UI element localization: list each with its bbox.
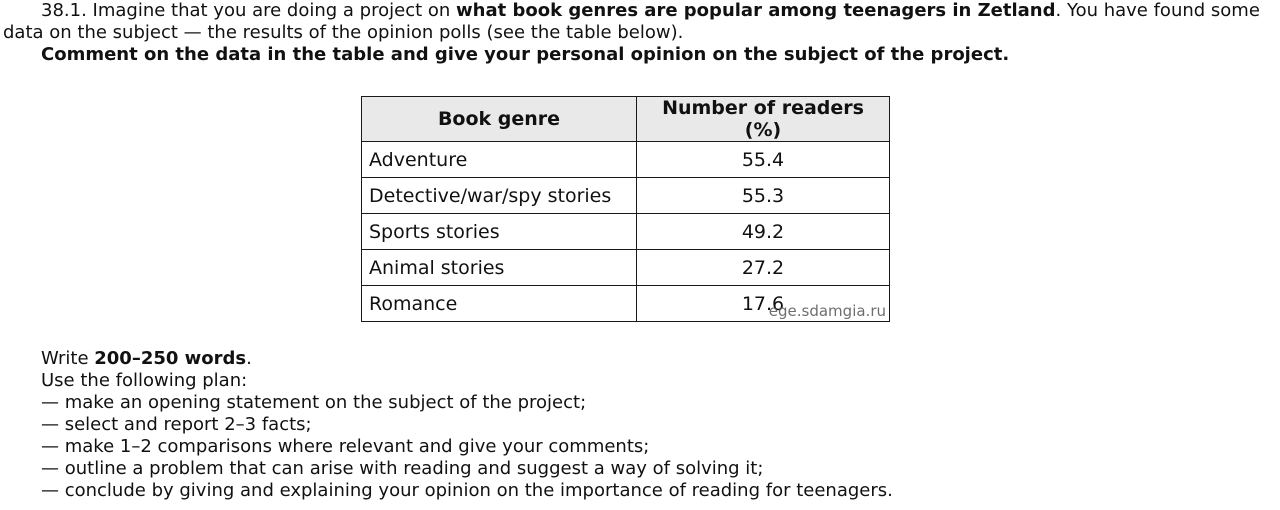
word-count-line: Write 200–250 words. — [41, 348, 893, 370]
writing-plan: Write 200–250 words. Use the following p… — [41, 348, 893, 502]
column-header-genre: Book genre — [361, 96, 637, 142]
plan-item: — select and report 2–3 facts; — [41, 414, 312, 435]
genre-cell: Sports stories — [361, 213, 637, 250]
readers-cell: 55.3 — [636, 177, 890, 214]
task-instruction: Comment on the data in the table and giv… — [41, 44, 1010, 65]
table-row: Sports stories 49.2 — [361, 213, 890, 250]
source-watermark: ege.sdamgia.ru — [768, 302, 886, 320]
readers-cell: 27.2 — [636, 249, 890, 286]
plan-item: — outline a problem that can arise with … — [41, 458, 764, 479]
readers-value: 17.6 — [741, 292, 785, 315]
plan-list: — make an opening statement on the subje… — [41, 392, 893, 502]
table-row: Romance 17.6 ege.sdamgia.ru — [361, 285, 890, 322]
table-row: Adventure 55.4 — [361, 141, 890, 178]
genre-cell: Romance — [361, 285, 637, 322]
plan-heading: Use the following plan: — [41, 370, 248, 391]
table-row: Detective/war/spy stories 55.3 — [361, 177, 890, 214]
task-intro: 38.1. Imagine that you are doing a proje… — [3, 0, 1271, 44]
readers-cell: 17.6 ege.sdamgia.ru — [636, 285, 890, 322]
genre-cell: Animal stories — [361, 249, 637, 286]
task-intro-continuation: . You have found some data on the subjec… — [3, 0, 1260, 43]
readers-cell: 55.4 — [636, 141, 890, 178]
write-prefix: Write — [41, 348, 95, 369]
task-topic: what book genres are popular among teena… — [456, 0, 1056, 21]
table-row: Animal stories 27.2 — [361, 249, 890, 286]
write-suffix: . — [246, 348, 252, 369]
task-intro-text: 38.1. Imagine that you are doing a proje… — [41, 0, 457, 21]
plan-item: — make 1–2 comparisons where relevant an… — [41, 436, 650, 457]
word-count: 200–250 words — [94, 348, 247, 369]
genre-table: Book genre Number of readers (%) Adventu… — [361, 96, 890, 322]
plan-item: — conclude by giving and explaining your… — [41, 480, 893, 501]
plan-item: — make an opening statement on the subje… — [41, 392, 587, 413]
readers-cell: 49.2 — [636, 213, 890, 250]
genre-cell: Detective/war/spy stories — [361, 177, 637, 214]
column-header-readers: Number of readers (%) — [636, 96, 890, 142]
table-header-row: Book genre Number of readers (%) — [361, 96, 890, 142]
genre-cell: Adventure — [361, 141, 637, 178]
